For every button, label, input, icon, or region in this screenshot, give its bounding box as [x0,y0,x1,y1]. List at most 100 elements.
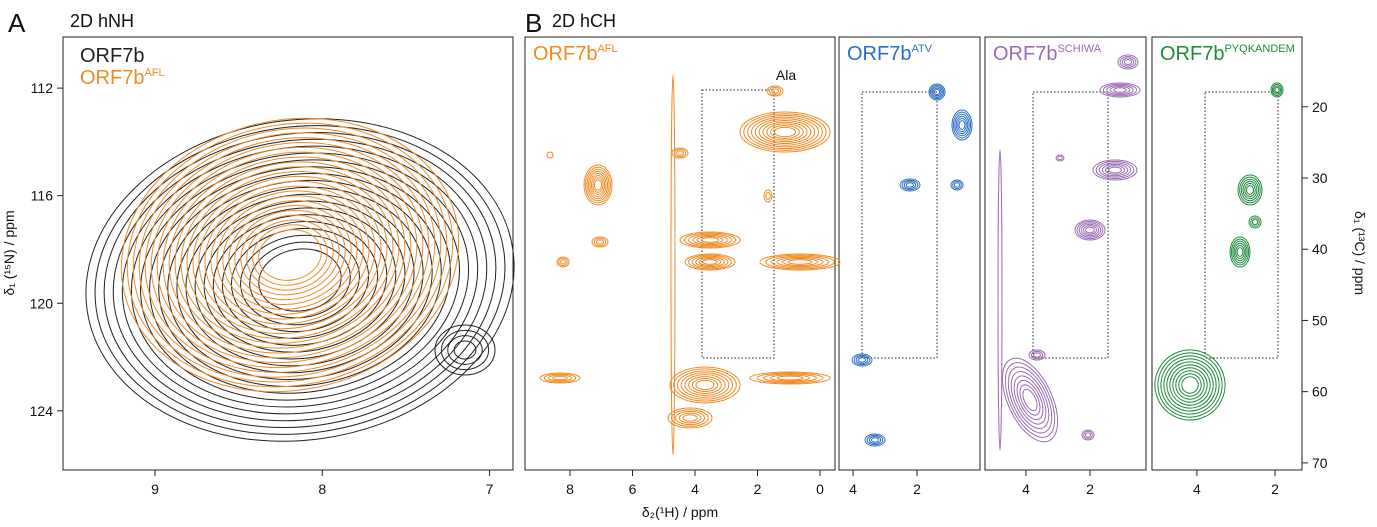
contour [766,123,804,141]
contour [770,255,830,269]
contour [593,179,603,191]
contour [94,125,506,435]
contour [158,173,442,387]
contour [756,372,824,384]
contour [120,117,460,393]
contour [754,118,816,146]
contour [1235,245,1245,259]
contour [1083,430,1093,440]
contour [1178,373,1202,397]
contour [669,366,741,404]
contour [434,324,496,376]
contour [249,241,351,319]
contour [130,152,470,408]
contour [1248,215,1262,229]
contour [692,234,728,246]
contour [901,179,919,191]
contour [762,121,808,143]
y-tick-label: 116 [31,188,54,204]
contour [674,410,706,426]
contour [1013,375,1047,425]
contour [558,257,568,267]
contour [765,192,771,200]
contour [1095,160,1135,180]
contour [126,122,454,388]
contour [857,357,867,363]
contour [1244,183,1256,197]
y-tick-label: 30 [1312,170,1328,186]
contour [771,88,779,94]
contour [204,185,376,325]
contour [951,109,973,141]
contour [1081,429,1095,441]
contour [997,149,1003,451]
contour [1016,379,1044,421]
contour [868,436,882,444]
y-tick-label: 60 [1312,384,1328,400]
contour [548,374,572,382]
contour [222,200,358,310]
contour [556,256,570,268]
contour [1076,220,1104,240]
contour [1251,218,1259,226]
contour [591,236,609,248]
contour [1083,225,1097,235]
x-tick-label: 7 [486,481,494,497]
contour [950,179,964,191]
contour [186,171,394,339]
contour [957,118,967,132]
contour [1092,159,1138,181]
contour [180,166,400,344]
x-tick-label: 8 [566,481,574,497]
contour [1010,371,1050,429]
contour [1084,432,1092,438]
spectrum-label: ORF7bAFL [80,67,165,89]
contour [673,368,737,402]
contour [768,86,782,96]
panel-title: 2D hCH [552,11,616,31]
contour [1007,366,1053,434]
contour [1175,370,1205,400]
contour [150,142,430,368]
contour [240,234,360,326]
contour [1099,82,1141,98]
contour [765,254,835,270]
y-tick-label: 120 [30,295,54,311]
assignment-walk [1032,91,1109,359]
x-tick-label: 2 [913,481,921,497]
x-axis-label: δ₂(¹H) / ppm [642,504,718,520]
contour [766,85,784,97]
contour [539,372,581,384]
panel-frame [524,36,836,471]
contour [903,181,917,189]
contour [671,147,689,159]
contour [1157,352,1223,418]
contour [670,74,676,456]
contour [1166,361,1214,409]
x-tick-label: 2 [1086,481,1094,497]
contour [149,166,451,394]
contour [1101,163,1129,177]
contour [787,259,813,265]
spectrum-label: ORF7bPYQKANDEM [1160,43,1295,65]
contour [584,166,612,204]
x-tick-label: 2 [754,481,762,497]
contour [932,87,942,97]
contour [695,256,725,268]
contour [198,180,382,330]
contour [583,164,613,206]
contour [688,254,732,270]
contour [747,114,823,150]
contour [1080,223,1100,237]
contour [144,137,436,373]
x-tick-label: 4 [1193,481,1201,497]
label-base: ORF7b [80,45,144,67]
contour [140,159,460,401]
contour [453,340,477,360]
contour [1160,355,1220,415]
contour [203,207,397,353]
contour [1229,236,1251,268]
contour [702,259,718,265]
contour [590,175,606,195]
contour [952,111,972,139]
